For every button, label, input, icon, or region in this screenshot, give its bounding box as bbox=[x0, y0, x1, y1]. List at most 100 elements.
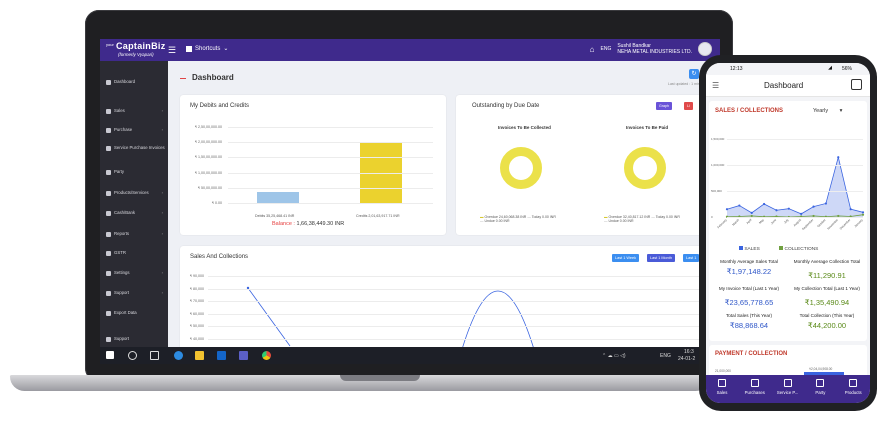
sidebar-item[interactable]: Settings › bbox=[106, 270, 166, 276]
y-tick-label: ₹ 1,50,00,000.00 bbox=[194, 155, 222, 160]
sales-point[interactable] bbox=[750, 211, 753, 214]
balance-value: 1,66,38,449.30 INR bbox=[296, 221, 345, 227]
teams-icon[interactable] bbox=[239, 351, 248, 360]
last-week-button[interactable]: Last 1 Week bbox=[612, 254, 640, 262]
tray-time[interactable]: 16:3 bbox=[684, 349, 694, 355]
sidebar-item[interactable]: Support › bbox=[106, 290, 166, 296]
credits-bar[interactable] bbox=[360, 141, 402, 203]
graph-button[interactable]: Graph bbox=[656, 102, 672, 110]
avatar[interactable] bbox=[698, 42, 712, 56]
nav-item[interactable]: Purchases bbox=[739, 379, 771, 395]
nav-item[interactable]: Products bbox=[837, 379, 869, 395]
chevron-right-icon: › bbox=[161, 127, 163, 132]
grid-line bbox=[228, 157, 433, 159]
x-tick-label: September bbox=[801, 218, 814, 231]
stat-value: ₹88,868.64 bbox=[729, 321, 769, 330]
sidebar-item[interactable]: Purchase › bbox=[106, 127, 166, 133]
menu-icon[interactable]: ☰ bbox=[712, 81, 720, 90]
payment-bar-label: ₹2,04,04,908.00 bbox=[809, 367, 833, 371]
collections-point[interactable] bbox=[750, 214, 753, 218]
menu-icon[interactable]: ☰ bbox=[168, 45, 177, 55]
sidebar-item-label: Party bbox=[114, 169, 125, 174]
gift-icon[interactable]: ⌂ bbox=[589, 44, 595, 54]
windows-start-icon[interactable] bbox=[106, 351, 114, 359]
sales-point[interactable] bbox=[812, 205, 815, 208]
grid-line bbox=[208, 338, 708, 340]
sidebar-item[interactable]: Reports › bbox=[106, 231, 166, 237]
sidebar-item[interactable]: Dashboard bbox=[106, 79, 166, 85]
stat-value: ₹44,200.00 bbox=[807, 321, 847, 330]
debits-bar[interactable] bbox=[257, 192, 299, 203]
nav-item[interactable]: Party bbox=[804, 379, 836, 395]
task-view-icon[interactable] bbox=[150, 351, 159, 360]
last-month-button[interactable]: Last 1 Month bbox=[647, 254, 675, 262]
sales-point[interactable] bbox=[787, 207, 790, 210]
edge-icon[interactable] bbox=[174, 351, 183, 360]
debits-caption: Debits 35,25,468.41 INR bbox=[255, 214, 295, 218]
x-tick-label: November bbox=[826, 218, 839, 231]
sidebar-item[interactable]: Support bbox=[106, 336, 166, 342]
sidebar-item[interactable]: Service Purchase Invoices bbox=[106, 145, 166, 151]
stat-label: Total Collection (This Year) bbox=[799, 313, 855, 318]
status-battery: 56% bbox=[841, 66, 852, 72]
sidebar-item[interactable]: Sales › bbox=[106, 108, 166, 114]
collected-donut[interactable] bbox=[500, 147, 542, 189]
sidebar-item[interactable]: GSTR bbox=[106, 250, 166, 256]
grid-line bbox=[727, 217, 863, 218]
balance-text: Balance : 1,66,38,449.30 INR bbox=[272, 221, 344, 227]
chart-icon bbox=[106, 79, 111, 85]
nav-label: Service P... bbox=[776, 390, 799, 395]
laptop-base bbox=[10, 375, 710, 391]
list-button[interactable]: Li bbox=[684, 102, 693, 110]
sidebar-item-label: Purchase bbox=[114, 127, 133, 132]
sidebar: Dashboard Sales › Purchase › Service Purchase… bbox=[100, 61, 168, 347]
tray-icons[interactable]: ⌃ ☁ ▭ ◁) bbox=[602, 353, 626, 359]
sidebar-item-label: Support bbox=[114, 336, 130, 341]
sidebar-item[interactable]: Cash/Bank › bbox=[106, 210, 166, 216]
chevron-down-icon: ▾ bbox=[839, 108, 843, 114]
shortcuts-dropdown[interactable]: Shortcuts ⌄ bbox=[186, 45, 228, 52]
chart-legend: SALES COLLECTIONS bbox=[739, 246, 818, 252]
nav-item[interactable]: Service P... bbox=[772, 379, 804, 395]
tray-date[interactable]: 24-01-2 bbox=[678, 356, 696, 362]
sales-point[interactable] bbox=[738, 204, 741, 207]
outlook-icon[interactable] bbox=[217, 351, 226, 360]
tray-language[interactable]: ENG bbox=[660, 353, 671, 359]
sales-point[interactable] bbox=[861, 211, 865, 214]
grid-line bbox=[208, 288, 708, 290]
sales-point[interactable] bbox=[849, 208, 852, 211]
logo-prefix: your bbox=[106, 42, 114, 47]
file-explorer-icon[interactable] bbox=[195, 351, 204, 360]
search-icon[interactable] bbox=[128, 351, 137, 360]
period-select[interactable]: Yearly ▾ bbox=[813, 108, 842, 114]
sales-point[interactable] bbox=[800, 212, 803, 215]
sidebar-item[interactable]: Party bbox=[106, 169, 166, 175]
collections-point[interactable] bbox=[812, 214, 815, 218]
sales-point[interactable] bbox=[775, 209, 778, 212]
card-title: My Debits and Credits bbox=[190, 103, 250, 109]
chrome-icon[interactable] bbox=[262, 351, 271, 360]
sales-point[interactable] bbox=[725, 208, 729, 211]
paid-donut[interactable] bbox=[624, 147, 666, 189]
sidebar-item[interactable]: Export Data bbox=[106, 310, 166, 316]
language-selector[interactable]: ENG bbox=[600, 46, 612, 52]
shortcuts-label: Shortcuts bbox=[195, 45, 221, 52]
collections-point[interactable] bbox=[837, 214, 840, 218]
collections-point[interactable] bbox=[861, 213, 865, 216]
y-tick-label: ₹ 0.00 bbox=[211, 201, 222, 205]
refresh-button[interactable]: ↻ bbox=[689, 69, 699, 79]
chevron-down-icon: ⌄ bbox=[223, 46, 229, 52]
last-year-button[interactable]: Last 1 bbox=[683, 254, 700, 262]
gear-icon bbox=[106, 270, 111, 276]
sales-point[interactable] bbox=[837, 156, 840, 159]
sidebar-item[interactable]: Products/Services › bbox=[106, 190, 166, 196]
nav-item[interactable]: Sales bbox=[706, 379, 738, 395]
gift-icon[interactable] bbox=[851, 79, 862, 90]
sales-point[interactable] bbox=[762, 202, 766, 206]
app-header: your CaptainBiz (formerly Vyapari) ☰ Sho… bbox=[100, 39, 720, 61]
laptop-screen: your CaptainBiz (formerly Vyapari) ☰ Sho… bbox=[100, 39, 720, 364]
y-tick-label: ₹ 80,000 bbox=[189, 286, 204, 291]
laptop-notch bbox=[340, 375, 420, 381]
card-title: Outstanding by Due Date bbox=[472, 103, 540, 109]
sales-point[interactable] bbox=[824, 202, 828, 205]
